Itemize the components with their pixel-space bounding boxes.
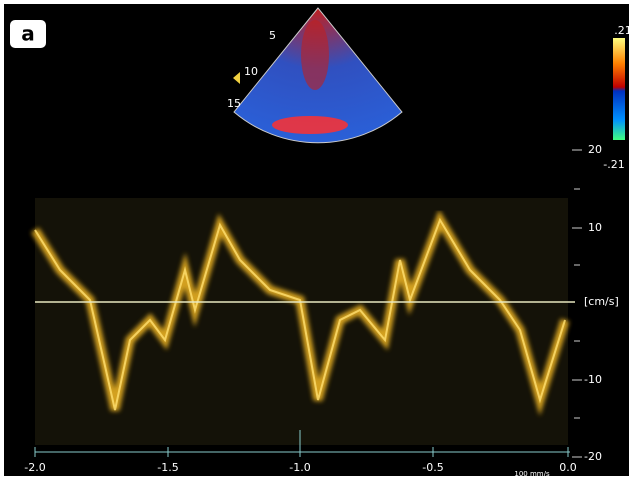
depth-label: 15 <box>227 97 241 110</box>
depth-label: 10 <box>244 65 258 78</box>
time-label: -1.5 <box>157 461 178 474</box>
velocity-unit: [cm/s] <box>584 295 619 308</box>
color-jet <box>272 116 348 134</box>
time-label: -2.0 <box>24 461 45 474</box>
color-jet <box>301 20 329 90</box>
time-label: -1.0 <box>289 461 310 474</box>
velocity-label: -10 <box>584 373 602 386</box>
time-label: -0.5 <box>422 461 443 474</box>
color-bar-bottom: -.21 <box>603 158 624 171</box>
time-label: 0.0 <box>559 461 577 474</box>
velocity-label: 20 <box>588 143 602 156</box>
panel-label: a <box>21 22 35 46</box>
color-bar-top: .21 <box>614 24 632 37</box>
velocity-label: -20 <box>584 450 602 463</box>
velocity-label: 10 <box>588 221 602 234</box>
sweep-speed: 100 mm/s <box>514 470 550 478</box>
depth-label: 5 <box>269 29 276 42</box>
color-bar <box>613 38 625 140</box>
ultrasound-screen: a 5 10 15 .21 -.21 20 10 [cm/s] -10 -20 … <box>0 0 633 480</box>
